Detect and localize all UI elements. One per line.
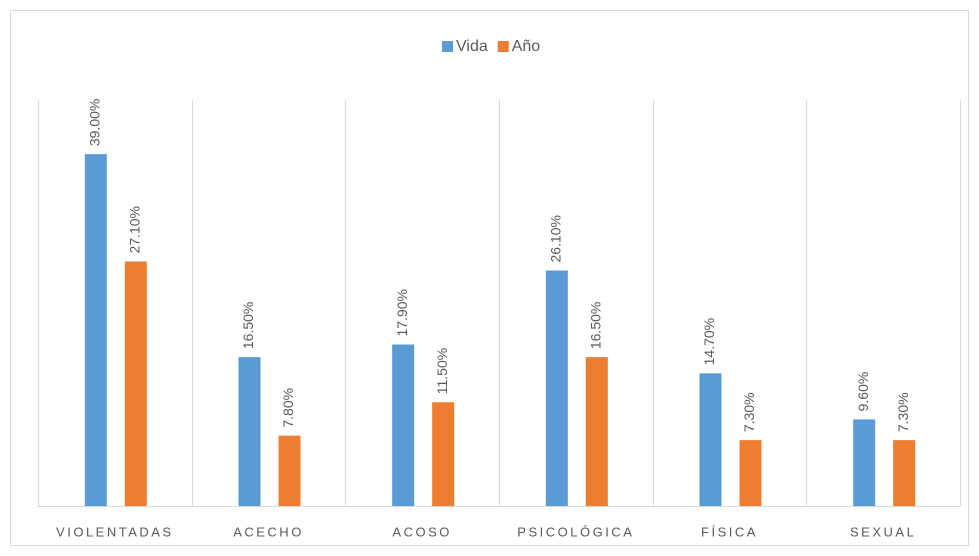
data-label: 14.70%	[701, 318, 717, 365]
data-label: 27.10%	[127, 206, 143, 253]
data-label: 7.80%	[280, 388, 296, 428]
x-tick-label: SEXUAL	[850, 524, 916, 539]
data-label: 39.00%	[87, 99, 103, 146]
legend-label: Año	[512, 38, 541, 55]
chart-border	[10, 10, 969, 546]
data-label: 16.50%	[240, 302, 256, 349]
x-tick-label: FÍSICA	[701, 524, 758, 539]
data-label: 16.50%	[588, 302, 604, 349]
legend-swatch	[497, 41, 509, 52]
data-label: 17.90%	[394, 289, 410, 336]
bar	[893, 440, 916, 506]
legend-label: Vida	[456, 38, 488, 55]
data-label: 9.60%	[855, 372, 871, 412]
data-label: 7.30%	[741, 392, 757, 432]
bar	[124, 261, 147, 506]
bar	[392, 344, 415, 506]
data-label: 11.50%	[434, 348, 450, 394]
bar	[545, 270, 568, 506]
bar	[853, 419, 876, 506]
bar	[585, 357, 608, 506]
bar	[739, 440, 762, 506]
x-tick-label: PSICOLÓGICA	[517, 524, 634, 539]
bar	[432, 402, 455, 506]
bar	[84, 154, 107, 506]
bar	[238, 357, 261, 506]
data-label: 26.10%	[548, 215, 564, 262]
data-label: 7.30%	[895, 392, 911, 432]
x-tick-label: ACECHO	[233, 524, 304, 539]
bar	[699, 373, 722, 506]
legend-swatch	[442, 41, 453, 52]
x-tick-label: ACOSO	[392, 524, 451, 539]
bar	[278, 435, 301, 506]
x-tick-label: VIOLENTADAS	[56, 524, 174, 539]
